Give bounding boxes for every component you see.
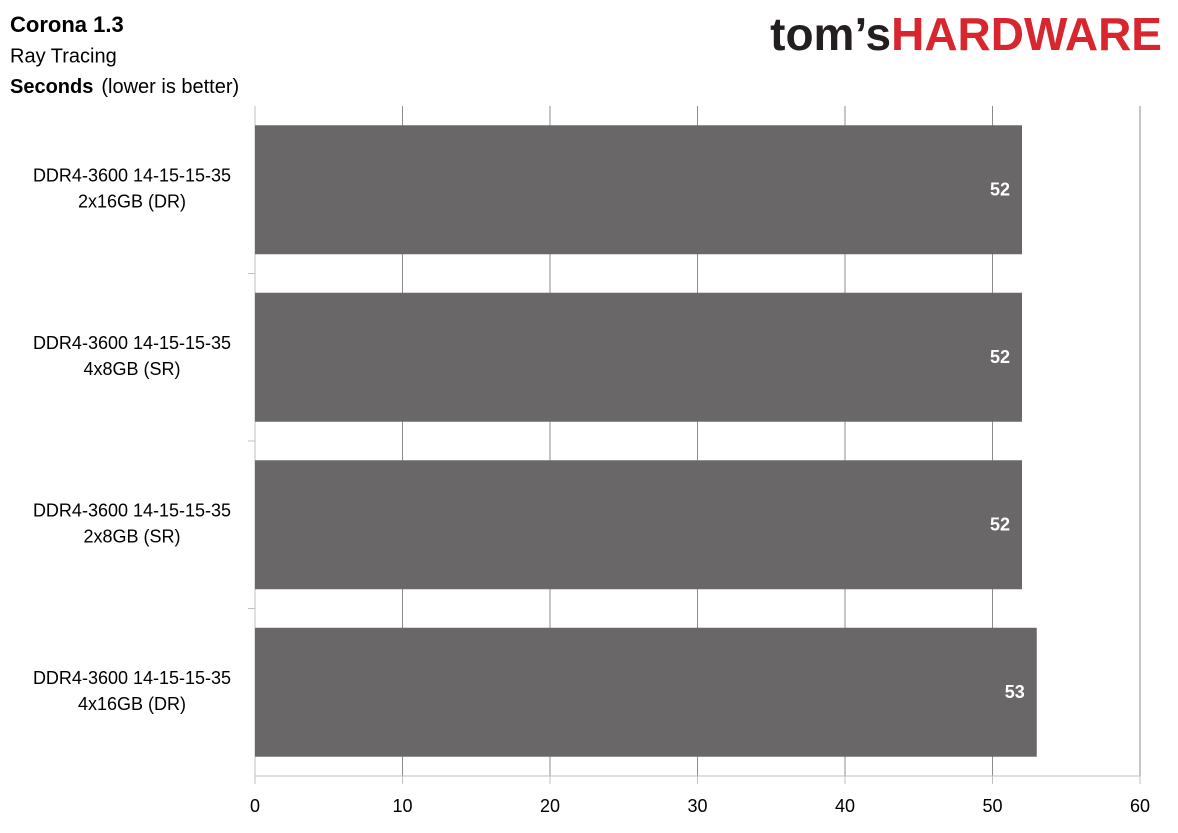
x-tick-label: 60	[1130, 796, 1150, 816]
value-label: 52	[990, 180, 1010, 200]
y-tick-label: DDR4-3600 14-15-15-35	[33, 501, 231, 521]
axis-label-unit: Seconds	[10, 76, 93, 98]
bar	[255, 125, 1022, 255]
x-tick-label: 20	[540, 796, 560, 816]
logo-part: HARDWARE	[891, 8, 1162, 60]
y-tick-label: DDR4-3600 14-15-15-35	[33, 166, 231, 186]
y-tick-label: DDR4-3600 14-15-15-35	[33, 668, 231, 688]
chart-title: Corona 1.3	[10, 12, 124, 37]
y-tick-label: 2x16GB (DR)	[78, 192, 186, 212]
chart-subtitle: Ray Tracing	[10, 45, 117, 67]
x-tick-label: 0	[250, 796, 260, 816]
x-tick-label: 50	[982, 796, 1002, 816]
value-label: 53	[1005, 682, 1025, 702]
value-label: 52	[990, 347, 1010, 367]
y-tick-label: 4x8GB (SR)	[83, 359, 180, 379]
x-tick-label: 30	[687, 796, 707, 816]
value-label: 52	[990, 515, 1010, 535]
y-tick-label: DDR4-3600 14-15-15-35	[33, 333, 231, 353]
axis-label-note: (lower is better)	[101, 76, 239, 98]
axis-label: Seconds (lower is better)	[10, 76, 239, 98]
logo-part: tom’s	[770, 8, 891, 60]
bar	[255, 292, 1022, 422]
x-tick-label: 40	[835, 796, 855, 816]
bar	[255, 460, 1022, 590]
bar	[255, 627, 1037, 757]
logo: tom’sHARDWARE	[770, 8, 1162, 60]
x-tick-label: 10	[392, 796, 412, 816]
y-tick-label: 4x16GB (DR)	[78, 694, 186, 714]
y-tick-label: 2x8GB (SR)	[83, 527, 180, 547]
